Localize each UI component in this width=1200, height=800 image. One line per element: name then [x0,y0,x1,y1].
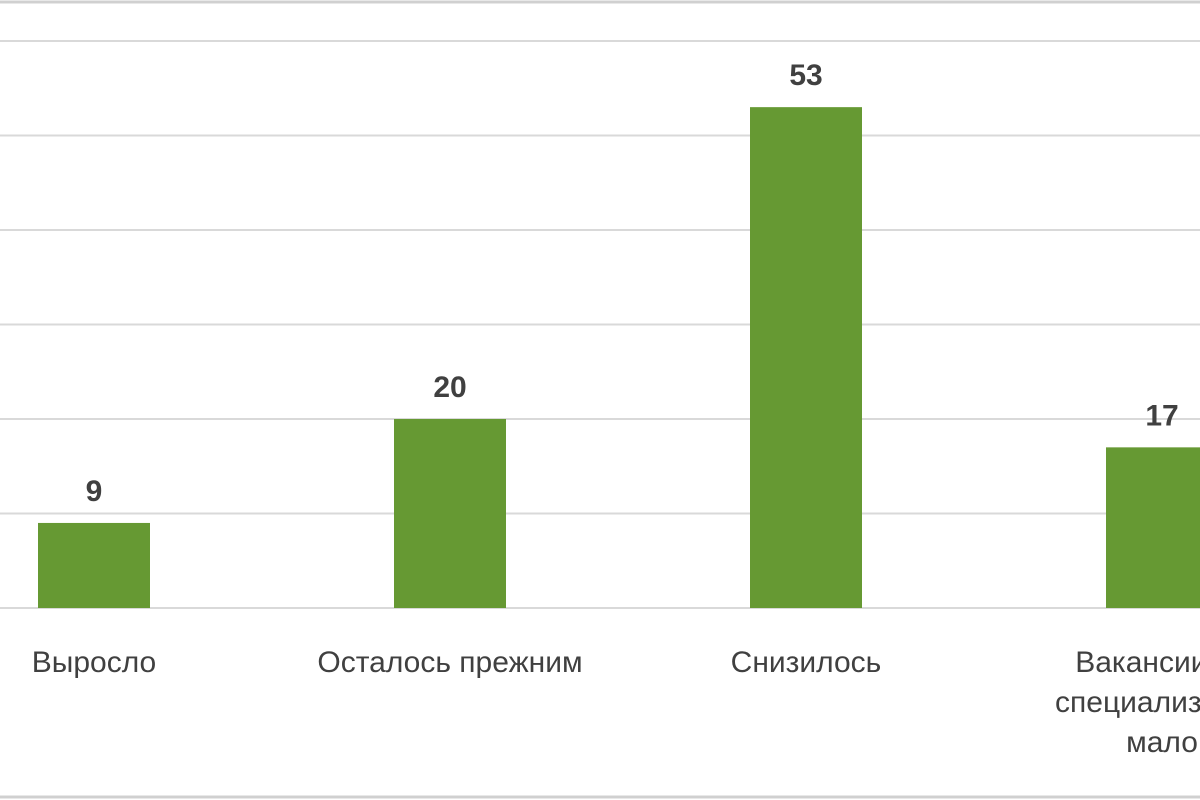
data-labels: 9 20 53 17 [86,59,1179,508]
bar [1106,447,1200,608]
data-label: 17 [1145,399,1178,432]
bar [394,419,506,608]
data-label: 20 [433,371,466,404]
data-label: 9 [86,475,103,508]
bars [38,107,1200,609]
category-label: специализации [1055,686,1200,719]
bar [38,522,150,608]
category-label: Осталось прежним [317,646,582,679]
bar [750,107,862,609]
category-label: Выросло [32,646,156,679]
category-label: Снизилось [731,646,882,679]
category-labels: Выросло Осталось прежним Снизилось Вакансии… [32,646,1200,759]
data-label: 53 [789,59,822,92]
category-label: мало [1126,726,1198,759]
category-label: Вакансии по [1075,646,1200,679]
